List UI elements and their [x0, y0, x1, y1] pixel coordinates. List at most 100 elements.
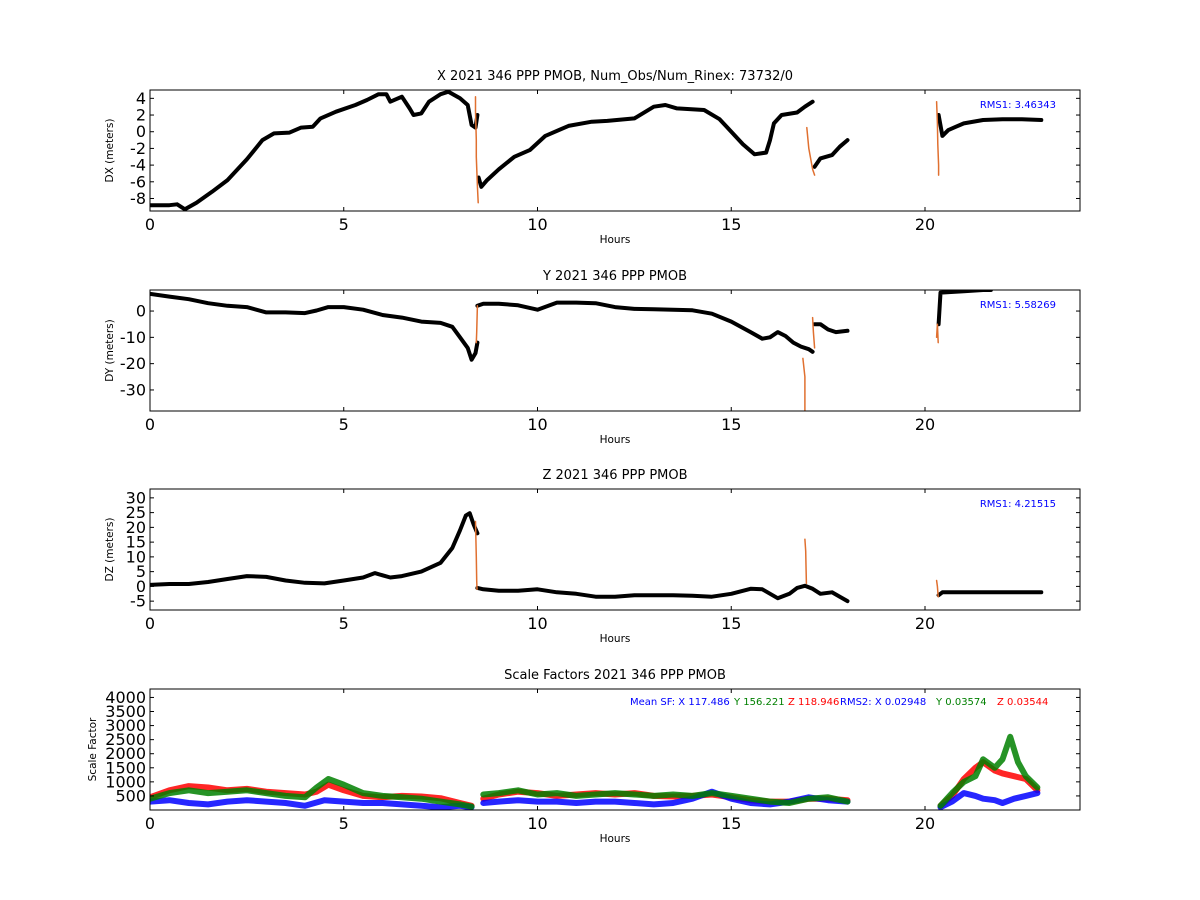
y-tick-label: 0: [136, 122, 146, 141]
scale-factor-annotation-4: RMS2: X 0.02948: [840, 697, 926, 708]
y-tick-label: 30: [126, 488, 146, 507]
y-tick-label: -30: [120, 380, 146, 399]
series-3-segment-1: [150, 776, 475, 810]
plot-data: [150, 290, 993, 411]
rms-annotation: RMS1: 4.21515: [980, 499, 1056, 510]
series-2-segment-1: [474, 95, 479, 204]
y-tick-label: 15: [126, 533, 146, 552]
x-tick-label: 15: [721, 814, 741, 833]
x-tick-label: 10: [527, 415, 547, 434]
x-tick-label: 15: [721, 614, 741, 633]
y-tick-label: 0: [136, 302, 146, 321]
y-tick-label: 0: [136, 577, 146, 596]
y-tick-label: 2500: [105, 730, 146, 749]
series-2-segment-2: [804, 538, 808, 585]
scale-factor-annotation-3: Z 118.946: [788, 697, 839, 708]
y-axis-label: DZ (meters): [104, 518, 116, 582]
series-1-segment-2: [475, 300, 815, 354]
scale-factor-annotation-6: Z 0.03544: [997, 697, 1048, 708]
x-axis-label: Hours: [600, 633, 631, 645]
y-axis-label: DX (meters): [104, 119, 116, 183]
y-tick-label: 500: [115, 786, 146, 805]
y-tick-label: 4: [136, 89, 146, 108]
series-1-segment-4: [936, 113, 1044, 138]
series-2-segment-4: [935, 323, 939, 344]
series-3-segment-2: [480, 787, 851, 806]
series-1-segment-3: [936, 590, 1044, 598]
y-tick-label: 3500: [105, 702, 146, 721]
series-2-segment-3: [811, 316, 816, 349]
y-tick-label: 5: [136, 562, 146, 581]
chart-title: Z 2021 346 PPP PMOB: [542, 468, 687, 483]
plot-frame: [149, 688, 1081, 811]
series-2-segment-3: [935, 579, 939, 598]
plot-data: [150, 90, 1044, 211]
x-tick-label: 20: [915, 814, 935, 833]
chart-panel-2: 0 5 10 15 20 0 -10 -20 -30 Y 2021 346 PPP PMOB Hou…: [104, 269, 1081, 446]
plot-frame: [149, 488, 1081, 611]
y-tick-label: -4: [130, 156, 146, 175]
x-tick-label: 20: [915, 415, 935, 434]
x-tick-label: 15: [721, 415, 741, 434]
x-axis-label: Hours: [600, 833, 631, 845]
y-tick-label: 25: [126, 503, 146, 522]
y-tick-label: 4000: [105, 688, 146, 707]
y-tick-label: 20: [126, 518, 146, 537]
series-1-segment-1: [150, 511, 480, 587]
y-tick-label: -5: [130, 592, 146, 611]
series-1-segment-4: [936, 290, 993, 327]
series-2-segment-2: [806, 126, 816, 176]
x-tick-label: 15: [721, 215, 741, 234]
chart-title: X 2021 346 PPP PMOB, Num_Obs/Num_Rinex: …: [437, 69, 793, 84]
y-tick-label: 2000: [105, 744, 146, 763]
y-tick-label: 2: [136, 106, 146, 125]
series-1-segment-1: [150, 90, 480, 211]
series-1-segment-2: [475, 583, 850, 604]
y-tick-label: -8: [130, 189, 146, 208]
series-2-segment-2: [802, 357, 806, 411]
y-tick-label: -20: [120, 354, 146, 373]
y-tick-label: 3000: [105, 716, 146, 735]
y-tick-label: 10: [126, 547, 146, 566]
scale-factor-annotation-5: Y 0.03574: [935, 697, 987, 708]
series-3-segment-3: [937, 733, 1041, 809]
y-axis-label: Scale Factor: [87, 717, 99, 781]
series-2-segment-1: [474, 520, 478, 591]
series-1-segment-3: [812, 138, 850, 169]
chart-title: Scale Factors 2021 346 PPP PMOB: [504, 668, 726, 683]
series-1-segment-1: [150, 291, 480, 362]
y-tick-label: 1500: [105, 758, 146, 777]
rms-annotation: RMS1: 5.58269: [980, 300, 1056, 311]
y-tick-label: 1000: [105, 772, 146, 791]
x-tick-label: 5: [339, 415, 349, 434]
plot-data: [150, 511, 1044, 604]
series-1-segment-2: [476, 99, 815, 189]
x-tick-label: 0: [145, 814, 155, 833]
x-tick-label: 5: [339, 814, 349, 833]
y-tick-label: -10: [120, 328, 146, 347]
y-tick-label: -2: [130, 139, 146, 158]
plot-data: [150, 733, 1041, 810]
series-2-segment-1: [150, 797, 475, 810]
scale-factor-annotation-1: Mean SF: X 117.486: [630, 697, 730, 708]
x-tick-label: 0: [145, 215, 155, 234]
x-tick-label: 10: [527, 614, 547, 633]
x-tick-label: 0: [145, 415, 155, 434]
x-axis-label: Hours: [600, 234, 631, 246]
plot-frame: [149, 89, 1081, 212]
y-axis-label: DY (meters): [104, 319, 116, 382]
y-tick-label: -6: [130, 172, 146, 191]
x-tick-label: 10: [527, 215, 547, 234]
plot-frame: [149, 289, 1081, 412]
x-tick-label: 20: [915, 215, 935, 234]
x-axis-label: Hours: [600, 434, 631, 446]
x-tick-label: 0: [145, 614, 155, 633]
series-1-segment-3: [812, 322, 850, 335]
scale-factor-annotation-2: Y 156.221: [733, 697, 785, 708]
series-2-segment-1: [475, 305, 479, 344]
